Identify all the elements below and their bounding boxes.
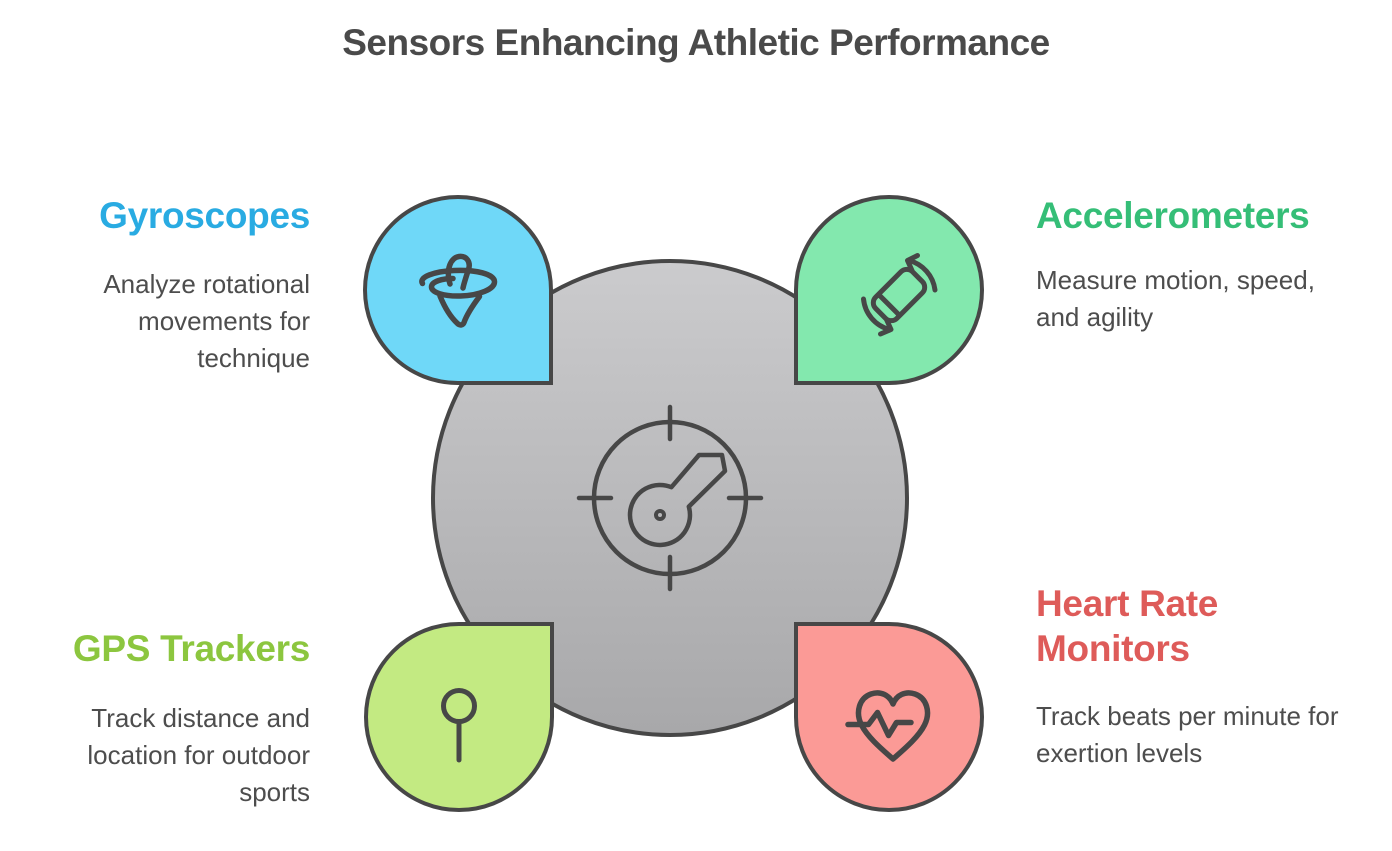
gps-trackers-heading: GPS Trackers [72,628,310,669]
heart-rate-monitors-description: Track beats per minute for exertion leve… [1036,701,1339,768]
gyroscopes-heading: Gyroscopes [99,195,310,236]
heart-rate-monitors-heading: Heart Rate Monitors [1036,583,1219,669]
accelerometers-description: Measure motion, speed, and agility [1036,265,1315,332]
map-pin-icon [441,688,477,763]
heart-rate-monitors-card [794,622,984,812]
heart-pulse-icon [845,690,931,762]
gyroscopes-card [363,195,553,385]
page-title: Sensors Enhancing Athletic Performance [342,22,1050,63]
accelerometers-heading: Accelerometers [1036,195,1310,236]
compass-target-icon [576,404,764,592]
rotating-phone-icon [861,253,938,337]
spinning-top-icon [419,253,498,328]
accelerometers-card [794,195,984,385]
gps-trackers-description: Track distance and location for outdoor … [87,703,310,807]
gps-trackers-card [364,622,554,812]
gyroscopes-description: Analyze rotational movements for techniq… [103,269,310,373]
